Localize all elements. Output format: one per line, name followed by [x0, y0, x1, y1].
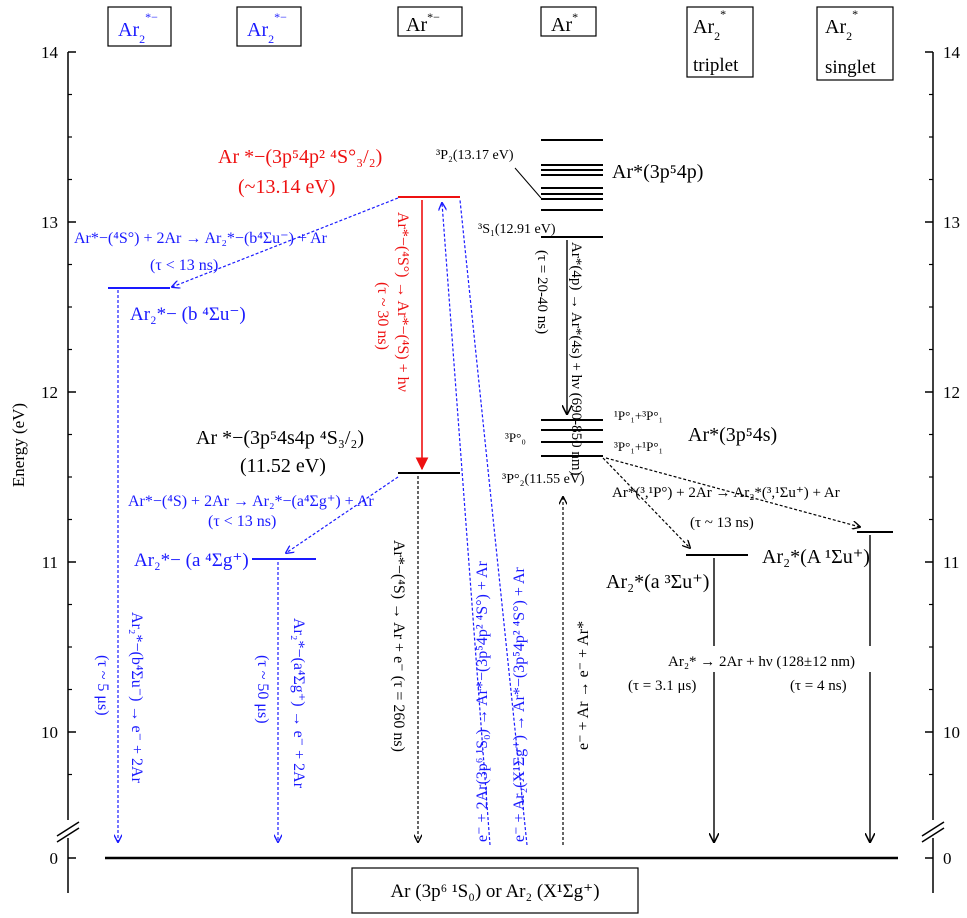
label-excimer-formation-tau: (τ ~ 13 ns) — [690, 515, 754, 531]
label-red-state-1: Ar *−(3p⁵4p² ⁴S°₃/₂) — [218, 146, 382, 168]
label-red-decay: Ar*−(⁴S°) → Ar*−(⁴S) + hν — [394, 212, 411, 392]
arrow-b-formation — [172, 197, 399, 287]
svg-text:Ar*−: Ar*− — [406, 10, 440, 36]
right-axis: 14 13 12 11 10 0 — [921, 43, 961, 893]
label-red-state-2: (~13.14 eV) — [238, 176, 335, 198]
line-recomb-2 — [459, 199, 528, 846]
svg-text:Ar2*−: Ar2*− — [247, 10, 287, 46]
left-tick-label: 14 — [41, 43, 59, 62]
label-b-formation: Ar*−(⁴S°) + 2Ar → Ar₂*−(b⁴Σu⁻) + Ar — [74, 230, 328, 247]
right-tick-label: 13 — [943, 213, 960, 232]
right-tick-label: 14 — [943, 43, 961, 62]
axis-break-right-a — [921, 821, 945, 837]
label-triplet-tau: (τ = 3.1 μs) — [628, 678, 696, 694]
header-ar2-anion-1: Ar2*− — [107, 6, 172, 47]
label-recomb-1: e⁻ + 2Ar(3p⁶ ¹S₀) → Ar*−(3p⁵4p² ⁴S°) + A… — [474, 560, 491, 842]
svg-text:singlet: singlet — [825, 57, 876, 78]
arrow-excimer-triplet — [602, 457, 690, 548]
label-recomb-2: e⁻ + Ar₂(X¹Σg⁺) → Ar*−(3p⁵4p² ⁴S°) + Ar — [511, 566, 528, 842]
right-tick-label: 0 — [943, 849, 952, 868]
label-b-formation-tau: (τ < 13 ns) — [150, 257, 218, 274]
label-a-decay-tau: (τ ~ 50 μs) — [254, 655, 271, 724]
ar-4p-manifold — [541, 139, 603, 238]
axis-break-left-a — [56, 821, 80, 837]
label-b-state: Ar₂*− (b ⁴Σu⁻) — [130, 304, 246, 325]
ground-label-box — [351, 867, 639, 914]
label-ar-anion-decay: Ar*−(⁴S) → Ar + e⁻ (τ = 260 ns) — [390, 540, 407, 752]
right-tick-label: 11 — [943, 553, 959, 572]
label-p1-pair-a: ¹P°₁+³P°₁ — [614, 408, 663, 423]
svg-text:Ar2*: Ar2* — [693, 7, 726, 43]
header-ar2-singlet: Ar2* singlet — [816, 6, 894, 81]
label-ar-4p-decay-tau: (τ = 20-40 ns) — [534, 250, 550, 334]
header-ar2-anion-2: Ar2*− — [236, 6, 302, 47]
label-a-state-anion: Ar₂*− (a ⁴Σg⁺) — [134, 550, 249, 571]
label-s1-1291: ³S₁(12.91 eV) — [478, 222, 556, 237]
svg-text:triplet: triplet — [693, 55, 739, 76]
label-ar2-A1: Ar₂*(A ¹Σu⁺) — [762, 546, 870, 568]
label-excimer-decay: Ar₂* → 2Ar + hν (128±12 nm) — [668, 654, 855, 670]
arrow-recomb-1 — [442, 203, 491, 846]
label-p-pair-b: ³P°₁+¹P°₁ — [614, 439, 663, 454]
arrow-excimer-singlet — [605, 457, 860, 527]
label-p2-1155: ³P°₂(11.55 eV) — [502, 472, 585, 487]
right-tick-label: 10 — [943, 723, 960, 742]
label-a-decay: Ar₂*−(a⁴Σg⁺) → e⁻ + 2Ar — [290, 618, 307, 789]
axis-label-energy: Energy (eV) — [9, 403, 28, 487]
left-tick-label: 0 — [50, 849, 59, 868]
ground-label: Ar (3p⁶ ¹S₀) or Ar₂ (X¹Σg⁺) — [390, 881, 599, 902]
label-b-decay-tau: (τ ~ 5 μs) — [94, 655, 111, 716]
left-axis: 14 13 12 11 10 0 — [41, 43, 80, 893]
label-ar-anion-4s4p-2: (11.52 eV) — [240, 455, 326, 477]
arrow-a-formation — [286, 476, 399, 553]
left-tick-label: 12 — [41, 383, 58, 402]
label-ar-anion-4s4p-1: Ar *−(3p⁵4s4p ⁴S₃/₂) — [196, 427, 364, 449]
header-ar-anion: Ar*− — [397, 6, 463, 37]
label-singlet-tau: (τ = 4 ns) — [790, 678, 847, 694]
label-p2-1317: ³P₂(13.17 eV) — [436, 148, 514, 163]
label-red-decay-tau: (τ ~ 30 ns) — [374, 282, 391, 350]
header-ar2-triplet: Ar2* triplet — [686, 6, 754, 78]
header-ar-excited: Ar* — [540, 6, 597, 37]
label-a-formation-tau: (τ < 13 ns) — [208, 513, 276, 530]
svg-text:Ar2*−: Ar2*− — [118, 10, 158, 46]
label-a-formation: Ar*−(⁴S) + 2Ar → Ar₂*−(a⁴Σg⁺) + Ar — [128, 493, 374, 510]
svg-text:Ar2*: Ar2* — [825, 7, 858, 43]
label-ar2-a3: Ar₂*(a ³Σu⁺) — [606, 571, 709, 593]
svg-text:Ar*: Ar* — [551, 10, 578, 36]
label-excitation: e⁻ + Ar → e⁻ + Ar* — [575, 621, 592, 750]
label-ar-4p-state: Ar*(3p⁵4p) — [612, 161, 703, 183]
axis-break-left-b — [56, 827, 80, 843]
label-p0: ³P°₀ — [505, 430, 526, 445]
label-excimer-formation: Ar*(³,¹P°) + 2Ar → Ar₂*(³,¹Σu⁺) + Ar — [612, 485, 840, 501]
label-b-decay: Ar₂*−(b⁴Σu⁻) → e⁻ + 2Ar — [128, 612, 145, 784]
right-tick-label: 12 — [943, 383, 960, 402]
axis-break-right-b — [921, 827, 945, 843]
label-ar-4s-state: Ar*(3p⁵4s) — [688, 424, 777, 446]
left-tick-label: 11 — [42, 553, 58, 572]
label-ar-4p-decay: Ar*(4p) → Ar*(4s) + hν (690-850 nm) — [568, 242, 584, 476]
left-tick-label: 13 — [41, 213, 58, 232]
ar-4s-manifold — [541, 419, 603, 457]
leader-p2-1317 — [514, 167, 542, 199]
left-tick-label: 10 — [41, 723, 58, 742]
